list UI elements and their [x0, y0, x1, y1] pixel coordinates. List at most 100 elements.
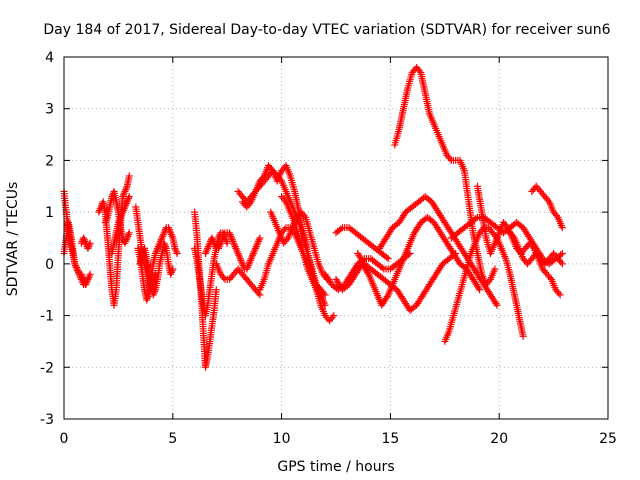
data-point [212, 286, 220, 294]
y-tick-label: 1 [45, 205, 54, 221]
data-point [117, 212, 125, 220]
data-point [476, 286, 484, 294]
data-point [557, 258, 565, 266]
data-point [337, 225, 345, 233]
series-arc-22 [354, 250, 460, 314]
data-point [218, 236, 226, 244]
data-point [237, 256, 245, 264]
x-tick-label: 5 [168, 431, 177, 447]
data-point [217, 237, 225, 245]
data-point [168, 267, 176, 275]
data-point [161, 241, 169, 249]
data-point [246, 256, 254, 264]
data-point [74, 267, 82, 275]
data-point [223, 239, 231, 247]
data-point [247, 255, 255, 263]
data-point [236, 255, 244, 263]
series-arc-9 [136, 239, 177, 299]
data-point [85, 274, 93, 282]
data-point [162, 243, 170, 251]
series-arc-3 [77, 234, 94, 252]
data-point [122, 201, 130, 209]
data-point [125, 172, 133, 180]
data-point [383, 253, 391, 261]
data-point [119, 206, 127, 214]
x-tick-label: 25 [599, 431, 617, 447]
data-point [238, 260, 246, 268]
data-point [281, 225, 289, 233]
data-point [328, 313, 336, 321]
data-point [166, 227, 174, 235]
data-point [95, 208, 103, 216]
data-point [122, 200, 130, 208]
series-arc-2 [60, 218, 90, 289]
x-tick-label: 10 [273, 431, 291, 447]
data-point [556, 291, 564, 299]
data-point [120, 205, 128, 213]
data-point [384, 255, 392, 263]
data-point [80, 234, 88, 242]
data-point [71, 260, 79, 268]
series-arc-12 [201, 229, 264, 273]
x-tick-label: 20 [490, 431, 508, 447]
data-point [236, 253, 244, 261]
data-point [164, 224, 172, 232]
data-point [492, 300, 500, 308]
data-point [228, 236, 236, 244]
data-point [84, 275, 92, 283]
y-tick-labels: -3 -2 -1 0 1 2 3 4 [40, 50, 54, 428]
data-point [159, 232, 167, 240]
data-point [246, 258, 254, 266]
data-point [172, 248, 180, 256]
data-point [232, 244, 240, 252]
data-point [123, 198, 131, 206]
data-point [122, 237, 130, 245]
data-point [214, 244, 222, 252]
data-point [281, 196, 289, 204]
data-point [491, 265, 499, 273]
data-point [151, 287, 159, 295]
y-tick-label: 4 [45, 50, 54, 66]
data-point [167, 229, 175, 237]
data-point [446, 155, 454, 163]
data-point [78, 277, 86, 285]
x-tick-label: 0 [60, 431, 69, 447]
data-point [238, 258, 246, 266]
data-point [77, 274, 85, 282]
series-arc-13 [212, 260, 264, 299]
data-point [204, 243, 212, 251]
data-point [119, 191, 127, 199]
data-point [80, 236, 88, 244]
data-point [228, 234, 236, 242]
data-point [406, 250, 414, 258]
data-point [250, 248, 258, 256]
series-arc-6 [108, 193, 133, 258]
y-tick-label: -3 [40, 412, 54, 428]
data-point [215, 243, 223, 251]
data-point [115, 217, 123, 225]
data-point [544, 196, 552, 204]
data-point [220, 232, 228, 240]
plot-frame [63, 56, 609, 420]
data-point [300, 212, 308, 220]
data-point [172, 246, 180, 254]
data-point [203, 246, 211, 254]
y-tick-label: -1 [40, 309, 54, 325]
data-point [171, 244, 179, 252]
data-point [231, 243, 239, 251]
data-point [82, 281, 90, 289]
data-point [208, 234, 216, 242]
data-point [227, 232, 235, 240]
data-point [149, 291, 157, 299]
data-point [154, 243, 162, 251]
data-point [153, 246, 161, 254]
data-point [124, 232, 132, 240]
data-point [121, 187, 129, 195]
data-point [154, 244, 162, 252]
series-arc-18 [278, 193, 325, 299]
data-point [246, 200, 254, 208]
data-point [102, 217, 110, 225]
data-point [116, 215, 124, 223]
data-point [86, 270, 94, 278]
data-point [117, 213, 125, 221]
